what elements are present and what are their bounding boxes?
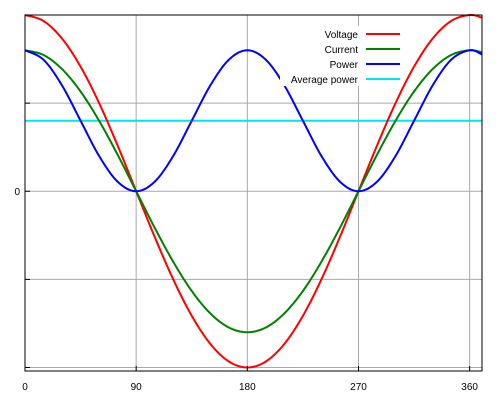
series-line-power	[24, 49, 483, 193]
x-tick-label: 270	[350, 382, 367, 393]
legend-label-voltage: Voltage	[325, 30, 359, 41]
x-tick-label: 90	[131, 382, 143, 393]
legend-label-power: Power	[330, 60, 359, 71]
x-tick-label: 0	[22, 382, 28, 393]
x-tick-label: 180	[239, 382, 256, 393]
legend-label-current: Current	[325, 45, 359, 56]
axes: 0 90 180 270 360 0	[14, 14, 478, 393]
plot-frame	[24, 14, 483, 372]
plot-lines	[24, 13, 483, 369]
series-line-voltage	[24, 13, 483, 369]
y-tick-label: 0	[14, 187, 20, 198]
legend-label-average-power: Average power	[291, 75, 359, 86]
series-line-current	[24, 49, 483, 334]
legend: Voltage Current Power Average power	[280, 26, 400, 86]
legend-background	[280, 26, 400, 86]
x-tick-label: 360	[461, 382, 478, 393]
